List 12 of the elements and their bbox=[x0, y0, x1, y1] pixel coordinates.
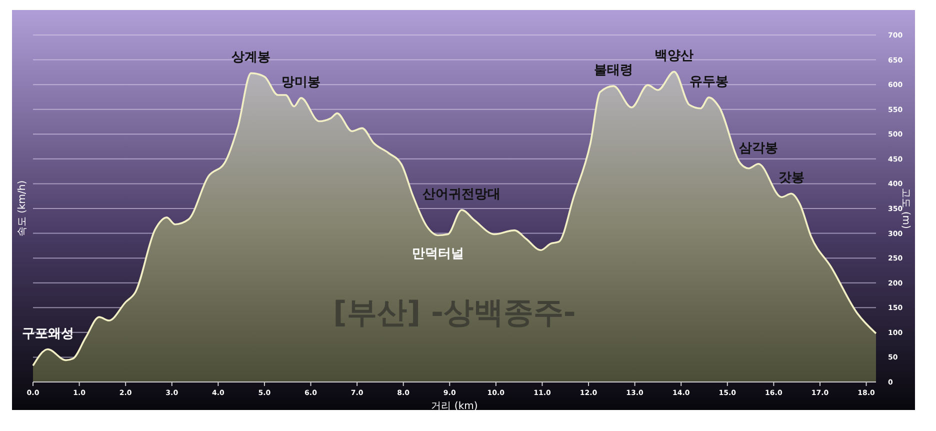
text: 속도 (km/h) bbox=[17, 180, 28, 237]
annotation: 상계봉 bbox=[232, 50, 271, 66]
annotation: 구포왜성 bbox=[22, 326, 74, 342]
annotation: 만덕터널 bbox=[412, 246, 464, 262]
x-axis-title: 거리 (km) bbox=[431, 401, 478, 412]
annotation: 갓봉 bbox=[778, 170, 804, 186]
annotation: 불태령 bbox=[594, 63, 634, 78]
annotation: 백양산 bbox=[654, 48, 694, 64]
annotation: 망미봉 bbox=[282, 74, 321, 90]
annotation: 유두봉 bbox=[689, 74, 728, 90]
annotation: 삼각봉 bbox=[738, 140, 778, 156]
annotation: 산어귀전망대 bbox=[422, 186, 501, 202]
